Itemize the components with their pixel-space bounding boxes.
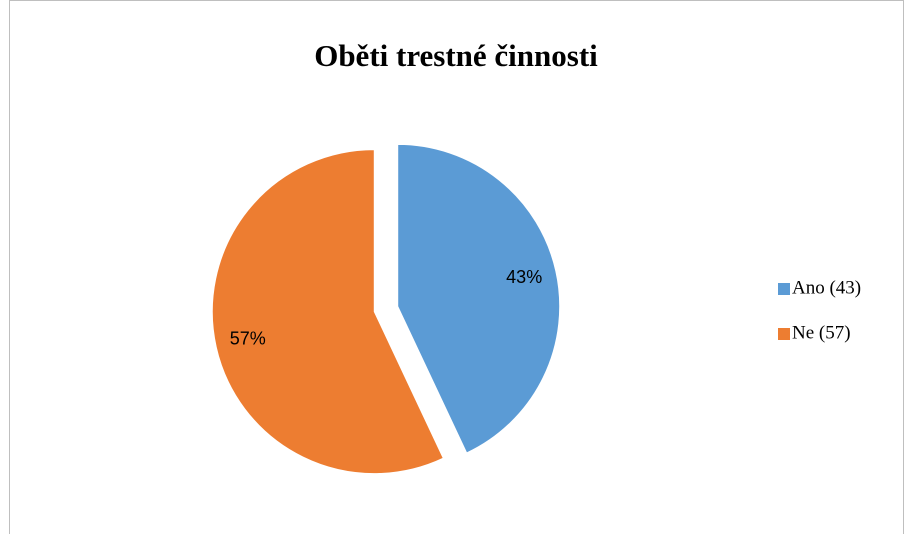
legend-swatch [778,283,790,295]
pie-slice [211,149,444,475]
legend-label: Ano (43) [792,277,861,298]
value-label: 57% [230,329,266,349]
legend-swatch [778,328,790,340]
legend-label: Ne (57) [792,322,851,343]
value-label: 43% [506,267,542,287]
pie-slice [397,143,561,454]
chart-title: Oběti trestné činnosti [314,38,598,73]
